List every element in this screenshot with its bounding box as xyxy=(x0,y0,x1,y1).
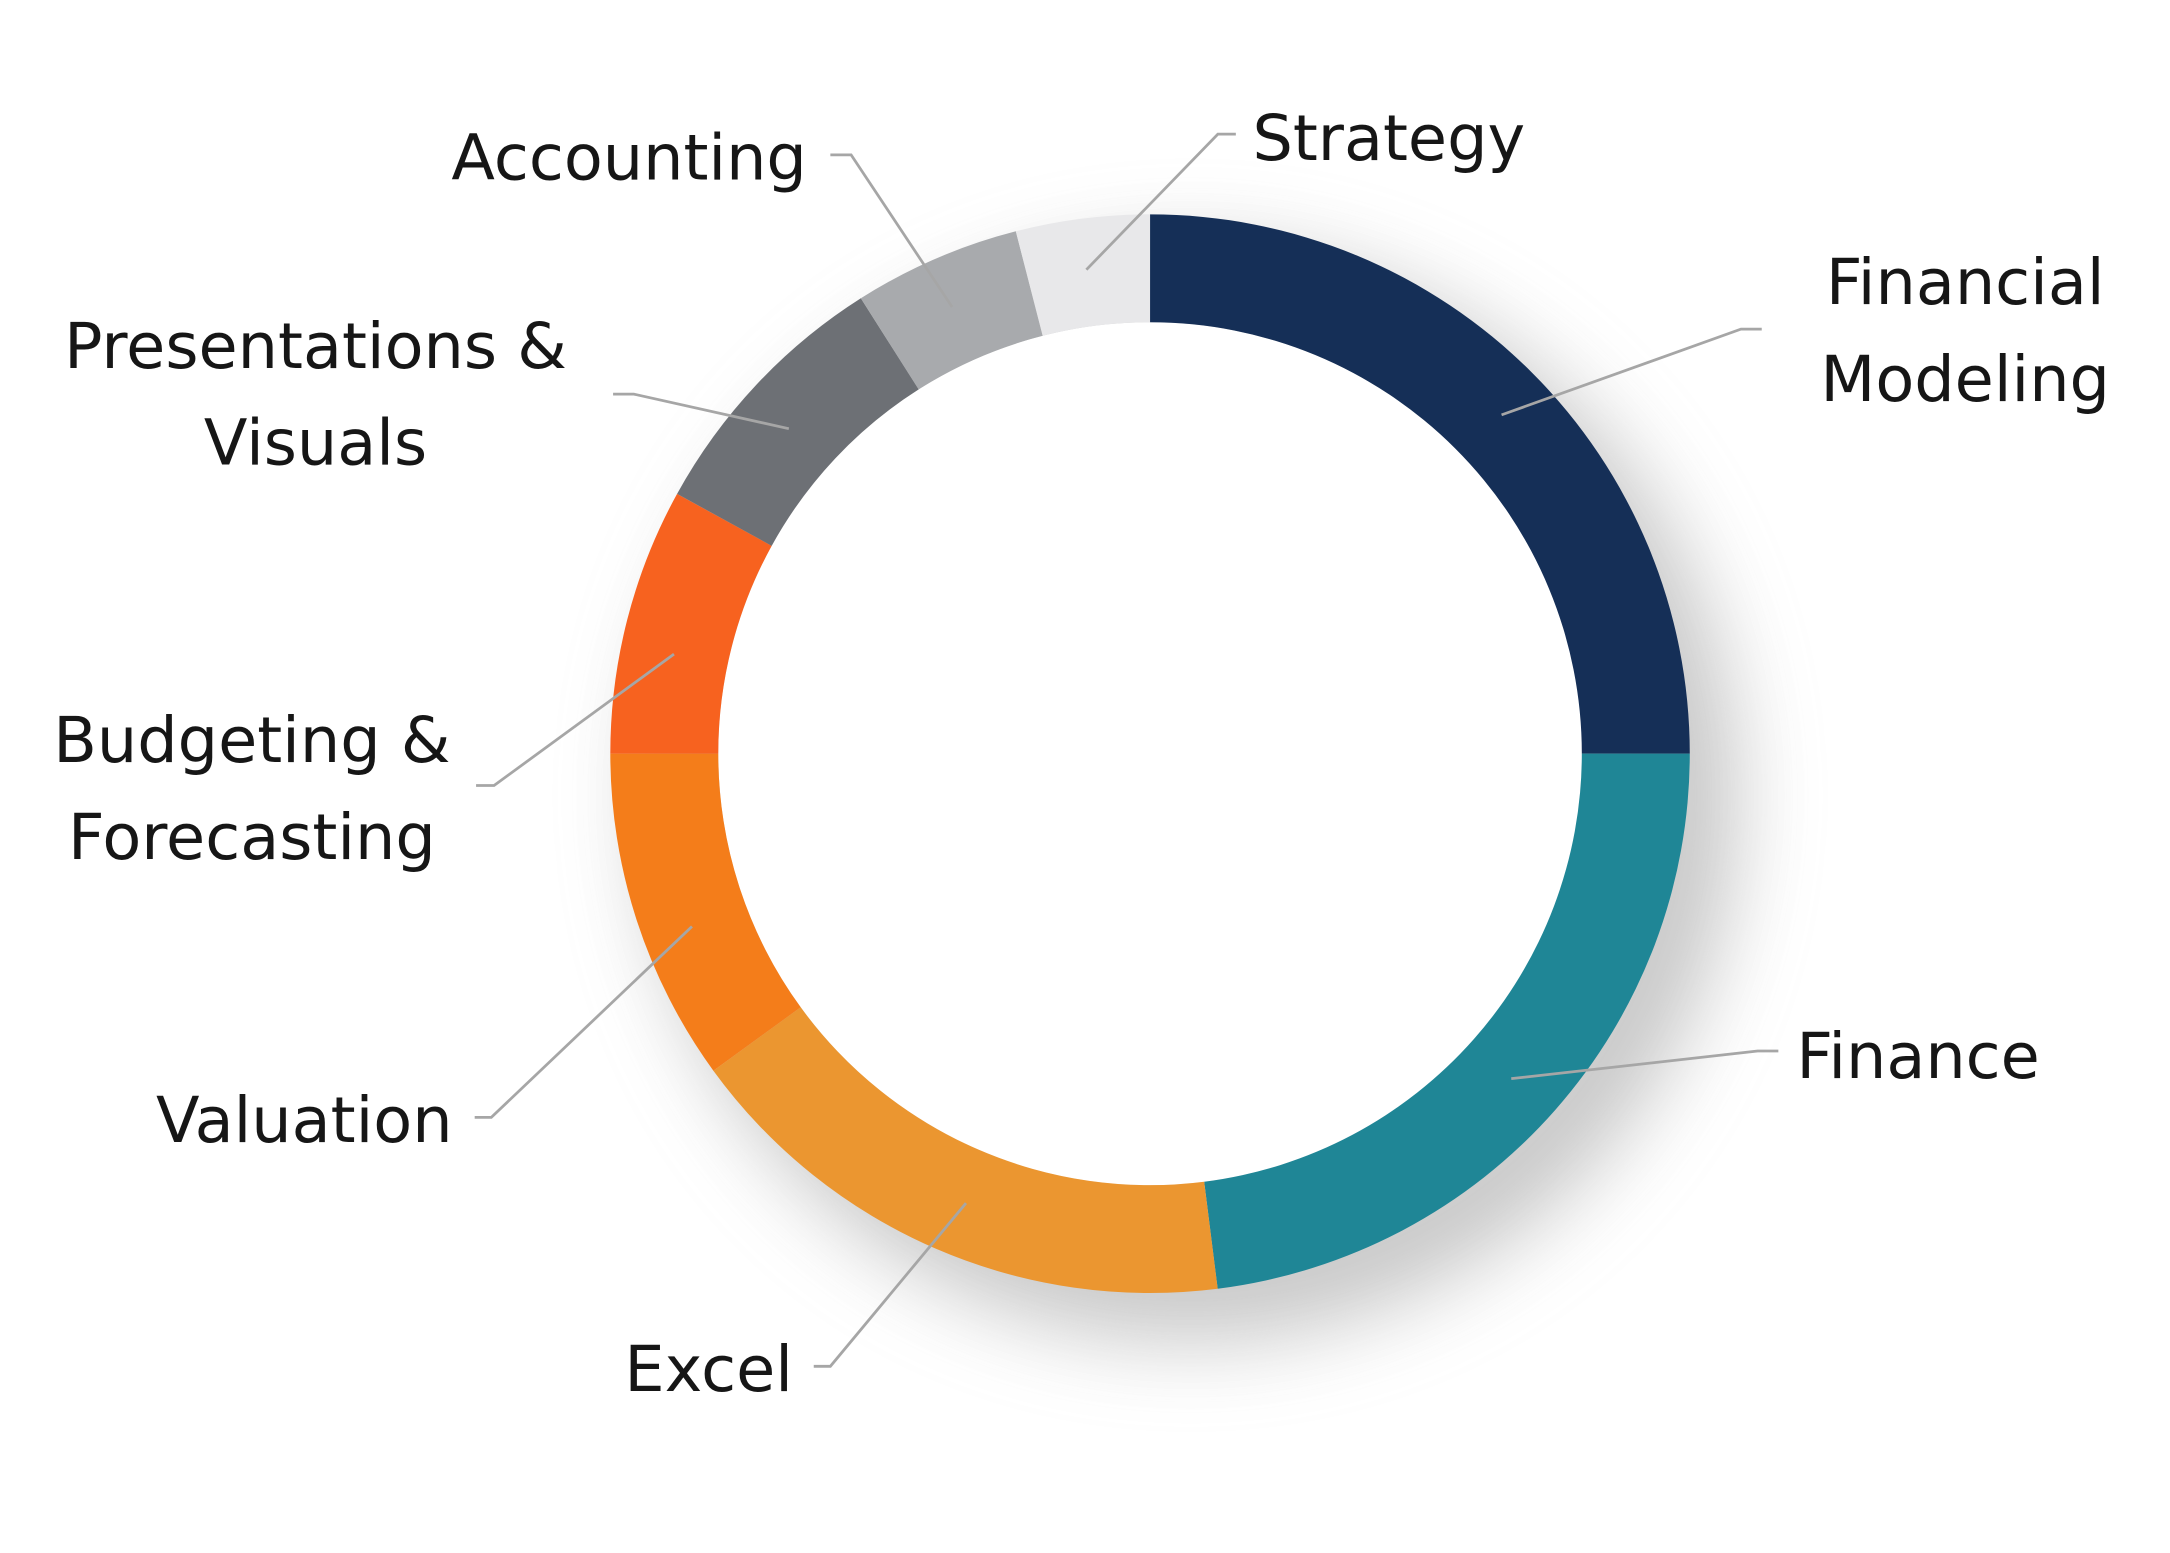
leader-line xyxy=(476,652,675,787)
category-label: Financial Modeling xyxy=(1820,246,2110,417)
donut-segment xyxy=(610,493,772,754)
category-label: Presentations & Visuals xyxy=(64,309,567,480)
donut-segment xyxy=(1150,214,1690,754)
leader-line xyxy=(613,392,790,431)
donut-segment xyxy=(610,753,801,1071)
category-label: Budgeting & Forecasting xyxy=(53,704,450,875)
leader-line xyxy=(474,925,693,1119)
donut-segment xyxy=(1015,214,1151,336)
category-label: Finance xyxy=(1796,1020,2040,1094)
donut-segment xyxy=(1204,753,1690,1289)
leader-line xyxy=(830,153,954,308)
category-label: Strategy xyxy=(1252,102,1525,176)
leader-line xyxy=(1085,132,1236,271)
donut-segment xyxy=(860,231,1043,390)
category-label: Valuation xyxy=(156,1084,453,1158)
donut-segment xyxy=(713,1007,1218,1294)
leader-line xyxy=(813,1202,968,1368)
leader-line xyxy=(1511,1049,1779,1081)
category-label: Excel xyxy=(624,1333,793,1407)
leader-line xyxy=(1501,327,1762,417)
donut-segment xyxy=(677,298,919,546)
donut-hole xyxy=(718,322,1582,1186)
category-label: Accounting xyxy=(451,121,806,195)
